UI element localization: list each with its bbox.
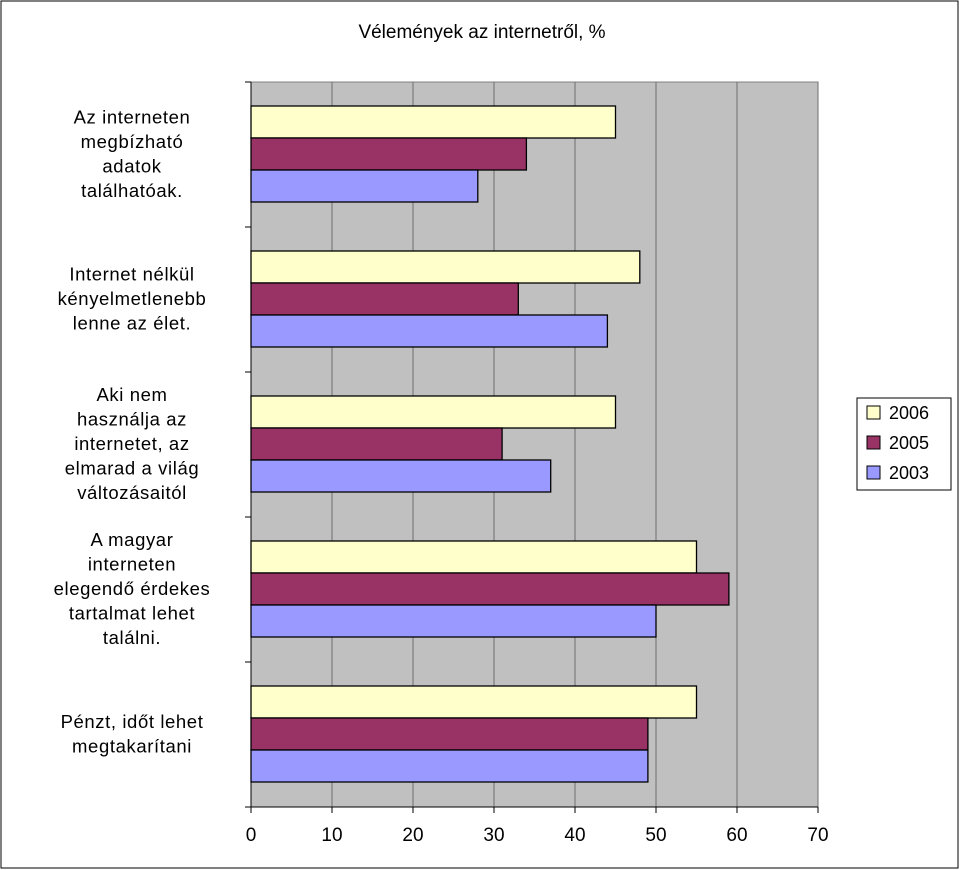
x-tick-label: 0 [246,825,257,846]
legend-swatch-2006 [866,405,881,420]
bar-2006-cat-3 [250,395,617,429]
bar-2005-cat-2 [250,282,519,316]
category-label-line: internetet, az [74,433,189,454]
category-label-line: Az interneten [74,106,191,127]
legend-swatch-2005 [866,435,881,450]
bar-2003-cat-2 [250,314,609,348]
chart-title: Vélemények az internetről, % [358,22,605,43]
category-label-line: találhatóak. [81,180,183,201]
x-tick-label: 70 [807,825,828,846]
category-label-line: kényelmetlenebb [58,288,207,309]
bar-2006-cat-5 [250,685,698,719]
x-tick-label: 10 [321,825,342,846]
bar-2003-cat-3 [250,459,552,493]
x-tick-label: 60 [726,825,747,846]
category-label-line: találni. [103,627,161,648]
category-label-line: megtakarítani [72,735,192,756]
legend-label-2005: 2005 [889,433,929,453]
category-label-line: használja az [77,409,187,430]
category-label-line: Pénzt, időt lehet [61,711,204,732]
bar-2005-cat-3 [250,427,503,461]
bar-2005-cat-4 [250,572,730,606]
category-label-line: elmarad a világ [65,458,199,479]
category-label: Aki nem használja az internetet, az elmarad… [65,384,199,503]
bar-2006-cat-4 [250,540,698,574]
legend-swatch-2003 [866,465,881,480]
category-label-line: interneten [88,554,176,575]
bar-2005-cat-1 [250,137,528,171]
x-tick-label: 50 [645,825,666,846]
category-label-line: adatok [102,155,161,176]
legend-label-2003: 2003 [889,463,929,483]
bars [250,105,730,783]
category-label-line: A magyar [91,529,174,550]
bar-2003-cat-4 [250,604,657,638]
bar-2003-cat-5 [250,749,649,783]
category-label-line: elegendő érdekes [54,578,211,599]
x-tick-label: 20 [402,825,423,846]
category-label: Az interneten megbízható adatok találhatóak… [74,106,191,201]
category-label-line: megbízható [81,131,184,152]
bar-2005-cat-5 [250,717,649,751]
category-label-line: tartalmat lehet [69,603,195,624]
bar-2006-cat-2 [250,250,641,284]
category-label: Pénzt, időt lehet megtakarítani [61,711,204,757]
category-label: A magyar interneten elegendő érdekes tartal… [54,529,211,648]
category-label: Internet nélkül kényelmetlenebb lenne az é… [58,264,207,334]
category-label-line: lenne az élet. [73,313,191,334]
category-labels: Az interneten megbízható adatok találhatóak… [54,106,211,757]
x-tick-label: 30 [483,825,504,846]
legend-label-2006: 2006 [889,403,929,423]
category-label-line: Aki nem [96,384,167,405]
category-label-line: Internet nélkül [69,264,194,285]
bar-2003-cat-1 [250,169,479,203]
x-axis-ticks: 0 10 20 30 40 50 60 70 [246,807,829,846]
legend: 2006 2005 2003 [856,397,952,491]
category-label-line: változásaitól [77,482,187,503]
bar-2006-cat-1 [250,105,617,139]
x-tick-label: 40 [564,825,585,846]
